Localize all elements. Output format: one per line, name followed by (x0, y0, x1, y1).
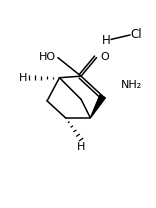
Text: O: O (100, 52, 109, 62)
Text: Cl: Cl (131, 28, 142, 41)
Text: H: H (77, 142, 85, 152)
Text: NH₂: NH₂ (121, 80, 143, 90)
Text: H: H (19, 73, 27, 83)
Polygon shape (90, 95, 105, 118)
Text: H: H (101, 34, 110, 47)
Text: HO: HO (39, 52, 56, 62)
